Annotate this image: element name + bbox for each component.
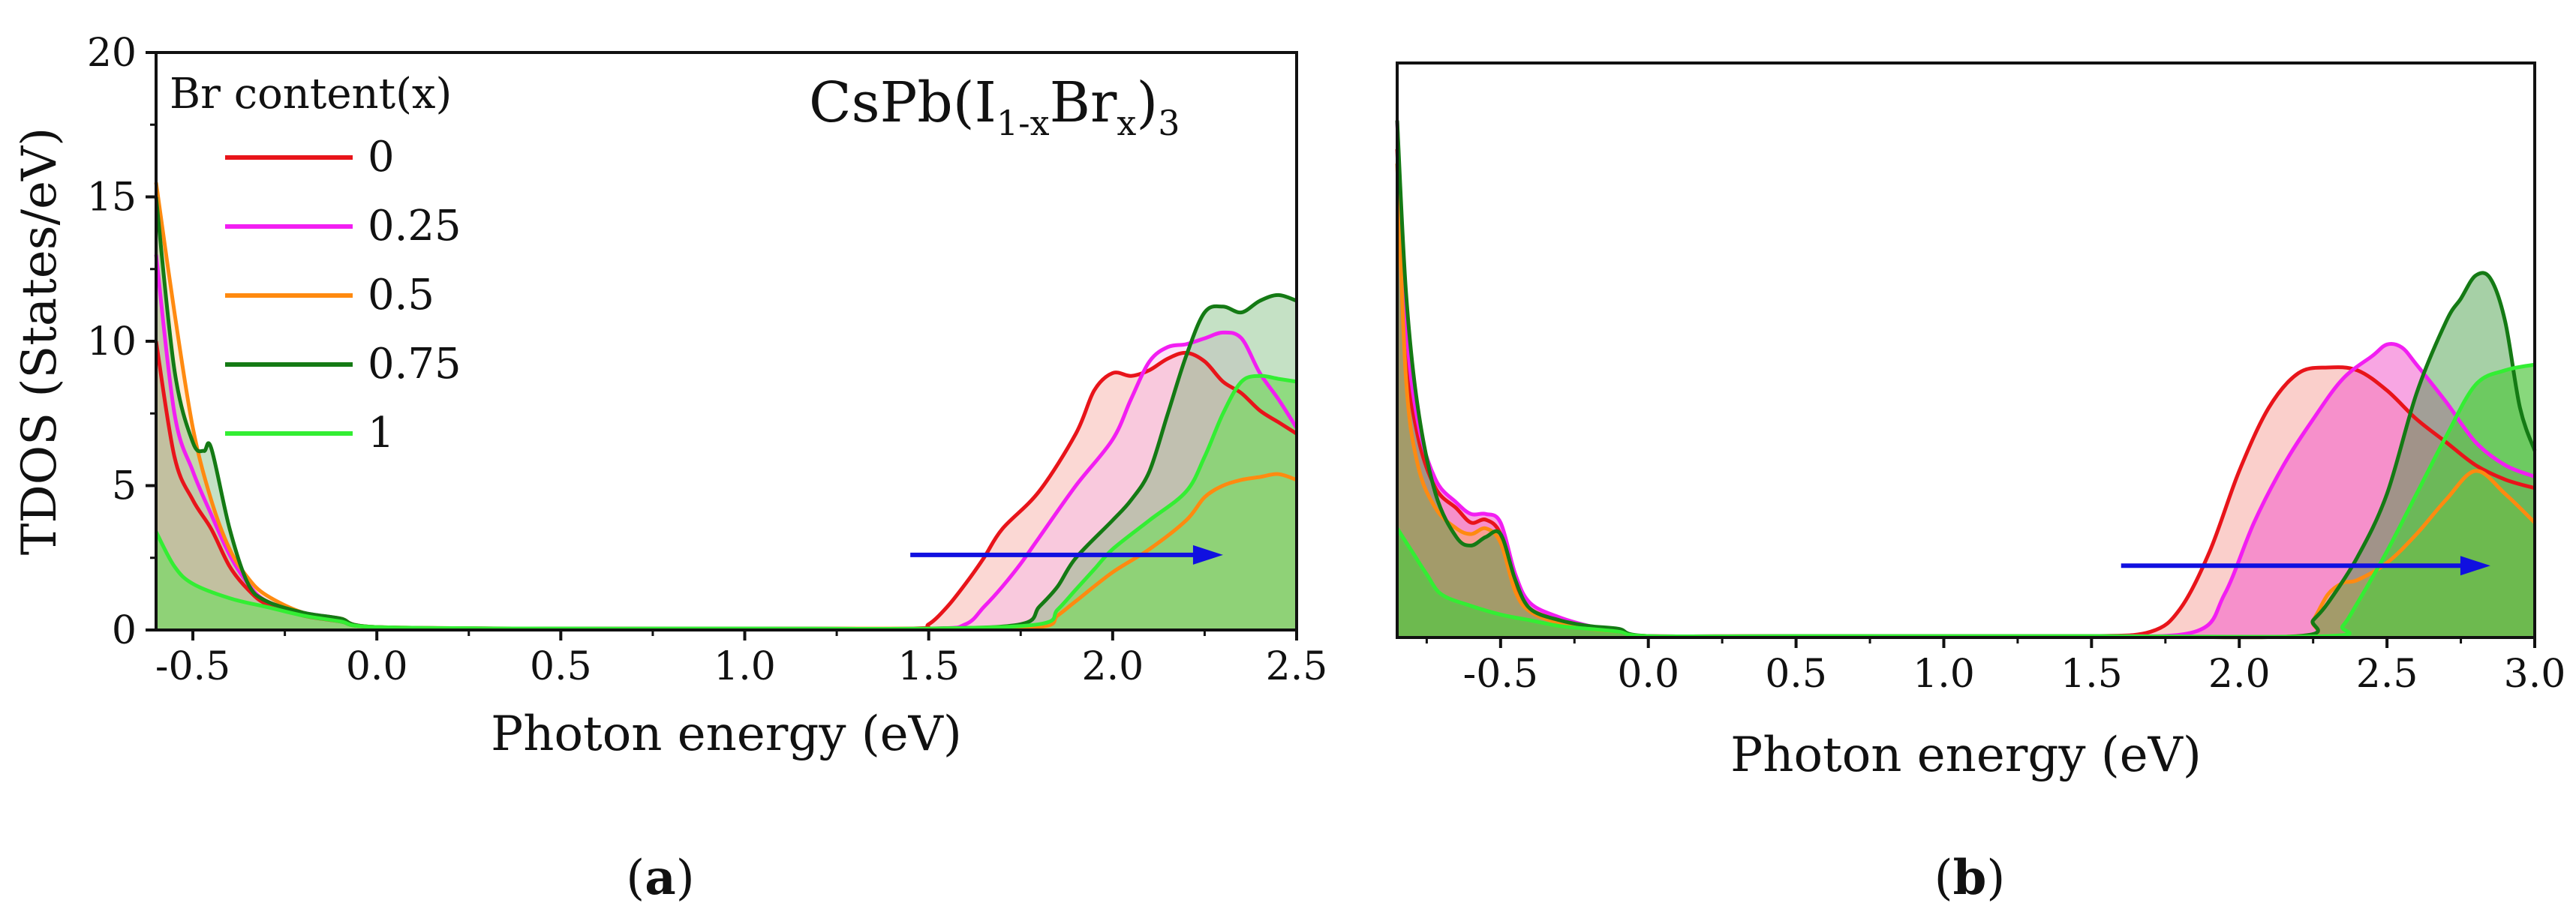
panel-a-area-series-0	[156, 341, 1297, 630]
legend: 0 0.25 0.5 0.75 1	[225, 133, 461, 458]
formula-base: CsPb(I	[809, 70, 996, 135]
panel-a-line-series-4	[154, 374, 1297, 631]
panel-b-x-tick-label: 1.0	[1913, 652, 1975, 697]
panel-b-x-tick-label: -0.5	[1463, 652, 1538, 697]
panel-a-y-tick-label: 0	[112, 608, 137, 653]
panel-b-x-axis-title: Photon energy (eV)	[1730, 728, 2202, 783]
panel-b-x-tick-label: 1.5	[2060, 652, 2123, 697]
panel-a-y-tick-label: 10	[87, 320, 137, 364]
panel-label-b-close: )	[1986, 850, 2005, 906]
panel-a-x-tick-label: 1.0	[714, 644, 776, 689]
panel-a-x-tick-label: 2.0	[1081, 644, 1144, 689]
formula-close: )	[1136, 70, 1158, 135]
panel-a-area-series-4	[156, 376, 1297, 630]
legend-title: Br content(x)	[170, 70, 452, 118]
panel-a-x-tick-label: 0.5	[530, 644, 592, 689]
panel-a-arrow-head	[1192, 544, 1223, 565]
panel-a-y-tick-label: 20	[87, 31, 137, 76]
panel-a-x-axis-title: Photon energy (eV)	[491, 706, 962, 762]
formula-sub-2: x	[1117, 103, 1136, 143]
panel-a-x-tick-label: 0.0	[346, 644, 408, 689]
panel-a-arrow	[910, 544, 1223, 565]
panel-b-area-series-0	[1397, 148, 2535, 638]
legend-label-4: 1	[368, 409, 395, 458]
panel-b-ticks: -0.5 0.0 0.5 1.0 1.5 2.0 2.5 3.0	[1425, 638, 2566, 697]
panel-b-x-tick-label: 0.0	[1617, 652, 1679, 697]
panel-b-frame	[1396, 62, 2536, 639]
panel-a-x-tick-label: 2.5	[1266, 644, 1328, 689]
panel-a-y-tick-label: 5	[112, 464, 137, 509]
panel-b-arrow-head	[2460, 556, 2490, 576]
panel-b-x-tick-label: 3.0	[2504, 652, 2566, 697]
panel-label-a: (a)	[626, 850, 694, 906]
panel-a-areas	[156, 182, 1297, 631]
legend-label-1: 0.25	[368, 202, 461, 250]
panel-a-line-series-1	[154, 254, 1299, 631]
panel-b-x-tick-label: 2.5	[2356, 652, 2418, 697]
panel-b-chart: -0.5 0.0 0.5 1.0 1.5 2.0 2.5 3.0 Photon energy …	[1395, 62, 2566, 783]
panel-b-areas	[1397, 120, 2535, 638]
panel-b-arrow	[2121, 556, 2490, 576]
panel-b-area-series-4	[1397, 364, 2535, 638]
panel-label-b-letter: b	[1953, 850, 1987, 906]
panel-label-b: (b)	[1934, 850, 2006, 906]
panel-label-b-open: (	[1934, 850, 1953, 906]
panel-a-x-tick-label: -0.5	[155, 644, 230, 689]
panel-a-y-axis-title: TDOS (States/eV)	[12, 128, 68, 555]
legend-label-0: 0	[368, 133, 395, 182]
legend-label-3: 0.75	[368, 340, 461, 388]
panel-b-x-tick-label: 0.5	[1765, 652, 1827, 697]
panel-label-a-letter: a	[645, 850, 675, 906]
panel-label-a-close: )	[676, 850, 695, 906]
formula-mid: Br	[1050, 70, 1117, 135]
formula-sub-3: 3	[1158, 103, 1180, 143]
formula-label: CsPb(I1-xBrx)3	[809, 70, 1180, 143]
panel-a-y-tick-label: 15	[87, 176, 137, 220]
formula-sub-1: 1-x	[996, 103, 1050, 143]
panel-label-a-open: (	[626, 850, 645, 906]
panel-b-x-tick-label: 2.0	[2208, 652, 2271, 697]
panel-a-x-tick-label: 1.5	[897, 644, 960, 689]
legend-label-2: 0.5	[368, 271, 434, 320]
panel-a-line-series-0	[154, 340, 1298, 631]
